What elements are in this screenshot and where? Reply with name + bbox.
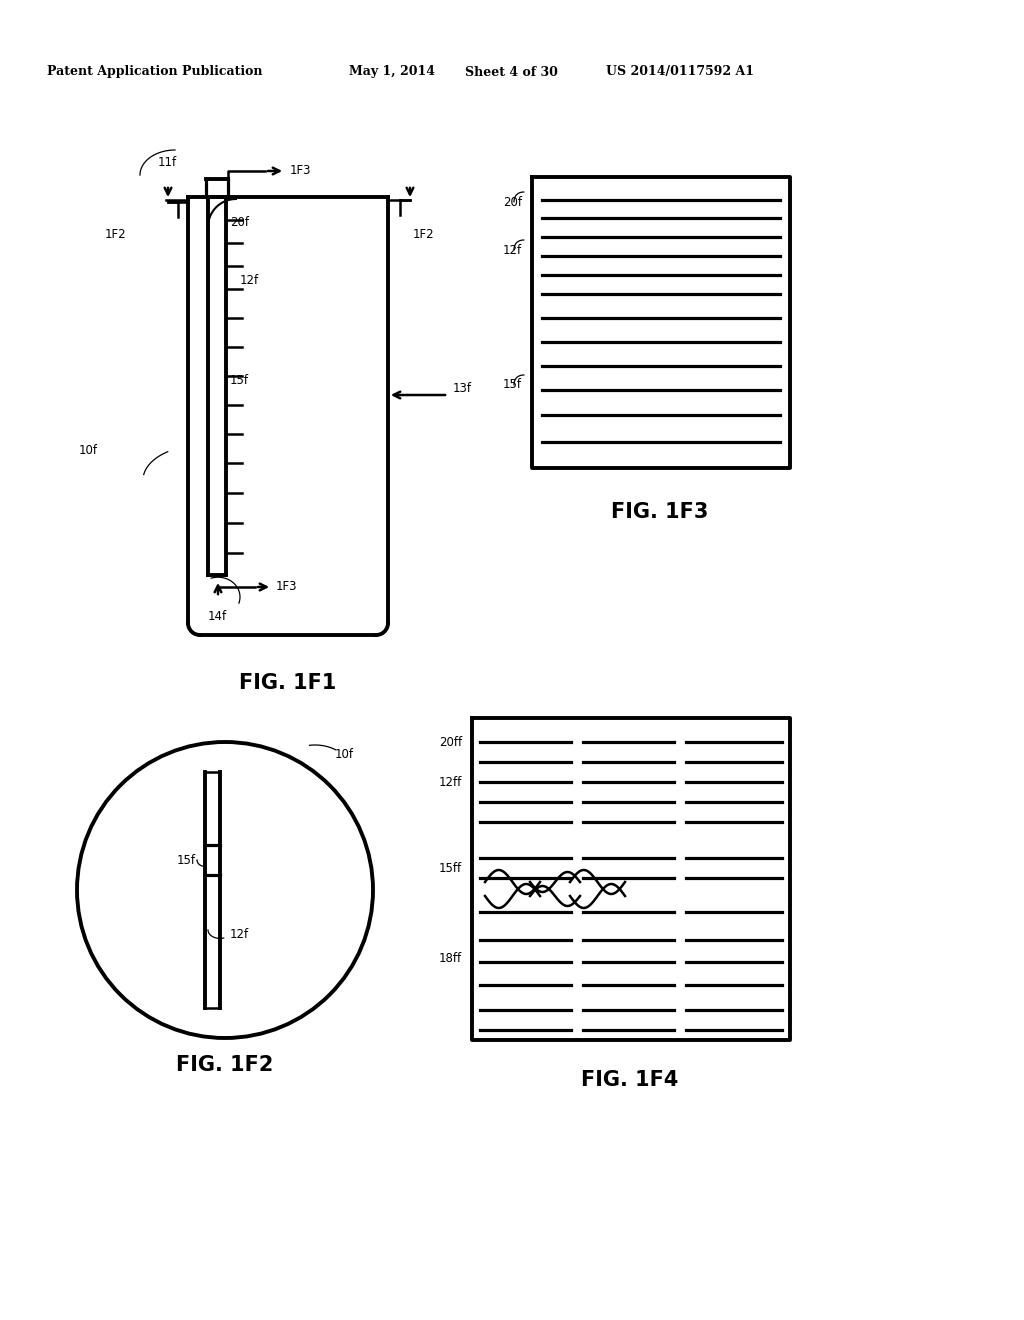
Text: 18ff: 18ff [439, 952, 462, 965]
Text: US 2014/0117592 A1: US 2014/0117592 A1 [606, 66, 754, 78]
Text: 12f: 12f [230, 928, 249, 941]
Text: May 1, 2014: May 1, 2014 [349, 66, 435, 78]
Text: 1F3: 1F3 [276, 581, 298, 594]
Text: 15f: 15f [503, 379, 522, 392]
Text: 12ff: 12ff [438, 776, 462, 788]
Text: 15ff: 15ff [439, 862, 462, 874]
Text: 20ff: 20ff [439, 735, 462, 748]
Text: 1F3: 1F3 [290, 165, 311, 177]
Text: 1F2: 1F2 [104, 228, 126, 242]
Text: 12f: 12f [503, 243, 522, 256]
Text: FIG. 1F1: FIG. 1F1 [240, 673, 337, 693]
Text: FIG. 1F4: FIG. 1F4 [582, 1071, 679, 1090]
Text: 12f: 12f [240, 273, 259, 286]
Text: Patent Application Publication: Patent Application Publication [47, 66, 263, 78]
Text: FIG. 1F3: FIG. 1F3 [611, 502, 709, 521]
Text: 11f: 11f [158, 156, 177, 169]
Text: 10f: 10f [79, 444, 97, 457]
Text: 13f: 13f [453, 381, 472, 395]
Text: 20f: 20f [503, 195, 522, 209]
Text: FIG. 1F2: FIG. 1F2 [176, 1055, 273, 1074]
Text: 15f: 15f [177, 854, 196, 866]
Text: 15f: 15f [230, 374, 249, 387]
Text: 14f: 14f [208, 610, 227, 623]
Text: 10f: 10f [335, 748, 354, 762]
Text: 20f: 20f [230, 215, 249, 228]
Text: Sheet 4 of 30: Sheet 4 of 30 [465, 66, 557, 78]
Text: 1F2: 1F2 [413, 228, 434, 242]
